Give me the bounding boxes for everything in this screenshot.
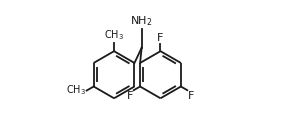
Text: CH$_3$: CH$_3$ bbox=[66, 84, 86, 98]
Text: F: F bbox=[157, 33, 164, 43]
Text: NH$_2$: NH$_2$ bbox=[130, 15, 153, 28]
Text: F: F bbox=[188, 91, 194, 101]
Text: F: F bbox=[127, 91, 133, 101]
Text: CH$_3$: CH$_3$ bbox=[104, 29, 124, 42]
